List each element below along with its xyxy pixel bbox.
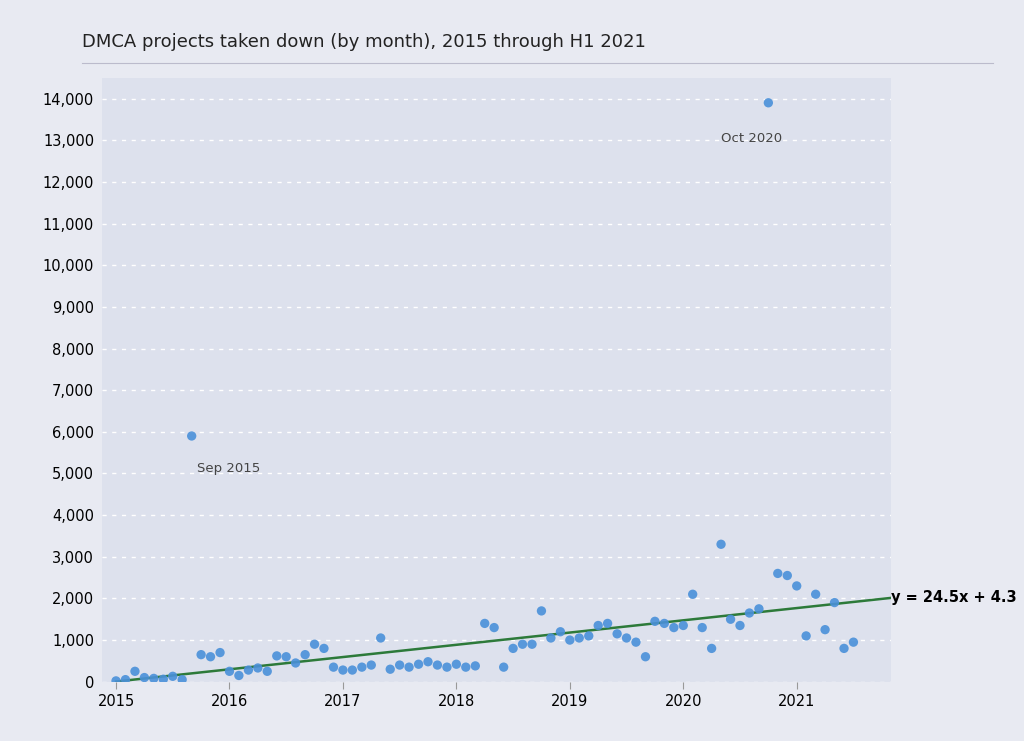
Point: [486, 622, 503, 634]
Point: [656, 617, 673, 629]
Point: [297, 648, 313, 660]
Point: [647, 615, 664, 627]
Text: Oct 2020: Oct 2020: [721, 132, 782, 145]
Point: [760, 97, 776, 109]
Point: [836, 642, 852, 654]
Point: [514, 638, 530, 650]
Point: [458, 661, 474, 673]
Point: [438, 661, 455, 673]
Point: [467, 660, 483, 672]
Point: [174, 674, 190, 685]
Point: [637, 651, 653, 662]
Point: [373, 632, 389, 644]
Point: [203, 651, 219, 662]
Point: [741, 607, 758, 619]
Point: [382, 663, 398, 675]
Point: [155, 674, 171, 685]
Point: [306, 638, 323, 650]
Point: [684, 588, 700, 600]
Point: [599, 617, 615, 629]
Text: DMCA projects taken down (by month), 2015 through H1 2021: DMCA projects taken down (by month), 201…: [82, 33, 646, 51]
Point: [609, 628, 626, 639]
Point: [391, 659, 408, 671]
Point: [288, 657, 304, 669]
Point: [581, 630, 597, 642]
Point: [411, 658, 427, 670]
Point: [268, 650, 285, 662]
Point: [212, 647, 228, 659]
Point: [136, 671, 153, 683]
Point: [808, 588, 824, 600]
Point: [722, 614, 738, 625]
Point: [230, 670, 247, 682]
Point: [145, 673, 162, 685]
Point: [420, 656, 436, 668]
Point: [476, 617, 493, 629]
Point: [694, 622, 711, 634]
Point: [241, 664, 257, 676]
Point: [590, 619, 606, 631]
Point: [845, 637, 861, 648]
Point: [666, 622, 682, 634]
Point: [449, 658, 465, 670]
Point: [779, 570, 796, 582]
Point: [505, 642, 521, 654]
Point: [315, 642, 332, 654]
Point: [552, 626, 568, 638]
Point: [117, 674, 133, 685]
Point: [165, 671, 181, 682]
Point: [817, 624, 834, 636]
Point: [344, 664, 360, 676]
Text: Sep 2015: Sep 2015: [198, 462, 260, 475]
Point: [250, 662, 266, 674]
Point: [543, 632, 559, 644]
Point: [524, 638, 541, 650]
Point: [751, 603, 767, 615]
Text: y = 24.5x + 4.3: y = 24.5x + 4.3: [891, 591, 1017, 605]
Point: [788, 580, 805, 592]
Point: [400, 661, 417, 673]
Point: [496, 661, 512, 673]
Point: [770, 568, 786, 579]
Point: [335, 664, 351, 676]
Point: [353, 661, 370, 673]
Point: [221, 665, 238, 677]
Point: [278, 651, 294, 662]
Point: [628, 637, 644, 648]
Point: [183, 430, 200, 442]
Point: [326, 661, 342, 673]
Point: [193, 648, 209, 660]
Point: [798, 630, 814, 642]
Point: [826, 597, 843, 608]
Point: [732, 619, 749, 631]
Point: [108, 675, 124, 687]
Point: [618, 632, 635, 644]
Point: [127, 665, 143, 677]
Point: [561, 634, 578, 646]
Point: [534, 605, 550, 617]
Point: [571, 632, 588, 644]
Point: [364, 659, 380, 671]
Point: [259, 665, 275, 677]
Point: [703, 642, 720, 654]
Point: [675, 619, 691, 631]
Point: [713, 539, 729, 551]
Point: [429, 659, 445, 671]
